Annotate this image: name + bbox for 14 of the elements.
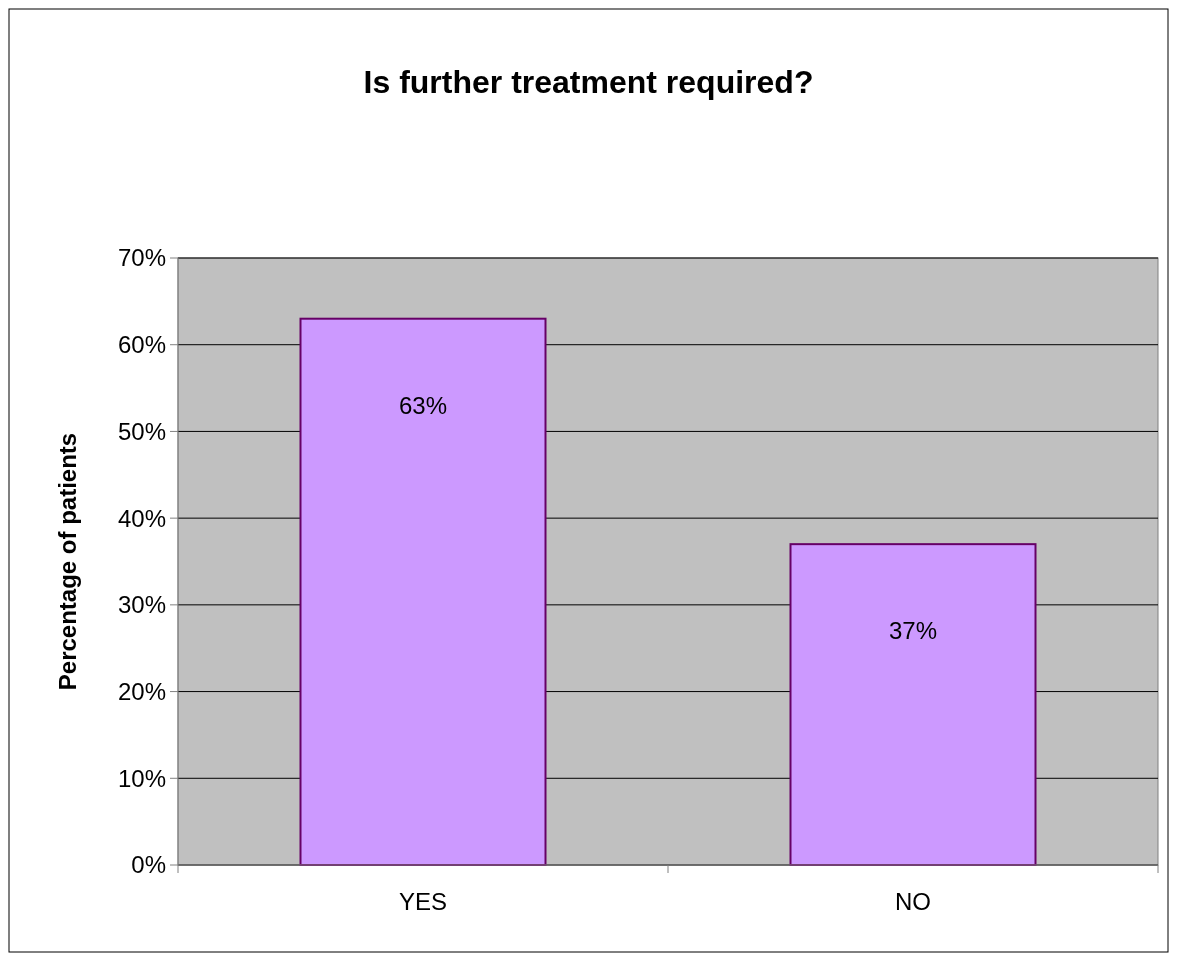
data-label: 37% xyxy=(888,617,938,645)
x-tick-label: YES xyxy=(398,888,448,915)
y-tick-label: 70% xyxy=(117,244,166,272)
y-tick-label: 20% xyxy=(117,677,166,705)
y-tick-label: 40% xyxy=(117,504,166,532)
chart-title: Is further treatment required? xyxy=(363,64,814,100)
y-tick-label: 10% xyxy=(117,764,166,792)
y-axis-title: Percentage of patients xyxy=(54,432,81,691)
y-tick-label: 0% xyxy=(131,851,166,879)
data-label: 63% xyxy=(398,391,448,419)
x-tick-label: NO xyxy=(895,888,931,915)
y-tick-label: 60% xyxy=(117,331,166,359)
y-tick-label: 30% xyxy=(117,591,166,619)
y-tick-label: 50% xyxy=(117,417,166,445)
